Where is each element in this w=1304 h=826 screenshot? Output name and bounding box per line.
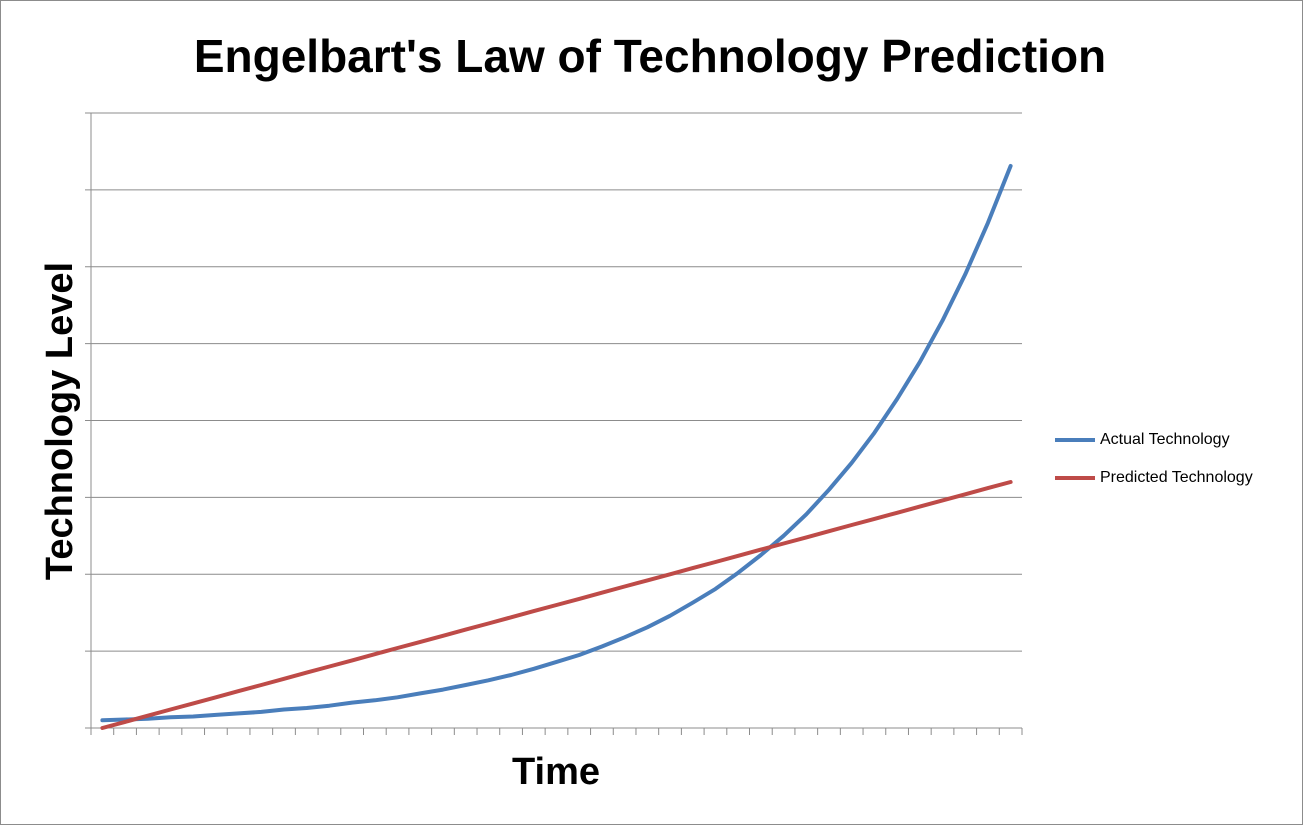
legend-label: Actual Technology — [1100, 431, 1230, 448]
series-line — [100, 164, 1013, 723]
series-line — [100, 480, 1013, 730]
x-axis-label: Time — [512, 751, 600, 793]
legend-label: Predicted Technology — [1100, 469, 1253, 486]
y-axis-label: Technology Level — [39, 262, 81, 580]
chart-title: Engelbart's Law of Technology Prediction — [194, 30, 1106, 82]
